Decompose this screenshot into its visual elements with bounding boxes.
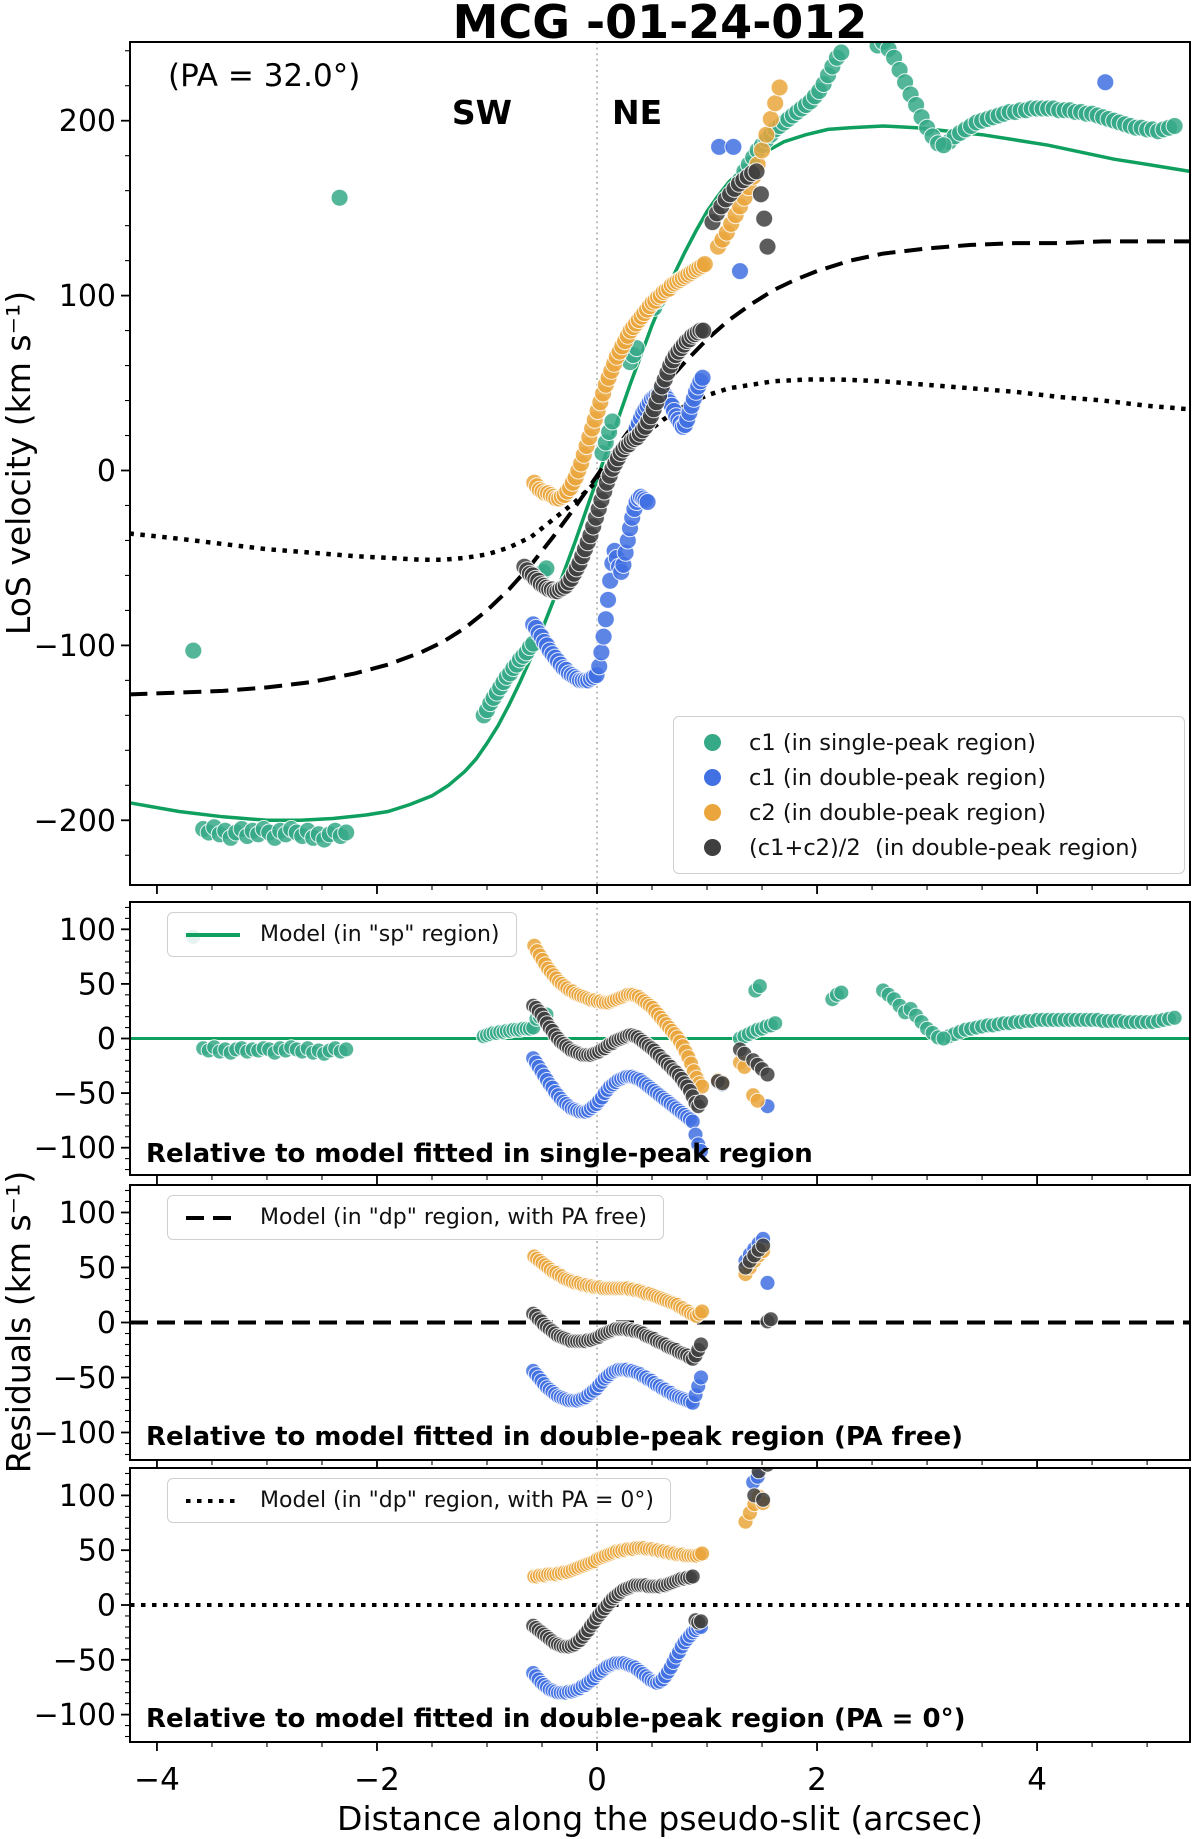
y-tick-label: 100 — [59, 1196, 116, 1231]
y-tick-label: 100 — [59, 913, 116, 948]
y-tick-label: 0 — [97, 1306, 116, 1341]
y-tick-label: 50 — [78, 1534, 116, 1569]
y-tick-label: −50 — [53, 1077, 116, 1112]
residual-sp-panel — [130, 902, 1190, 1175]
figure-title: MCG -01-24-012 — [453, 0, 868, 49]
y-tick-label: −100 — [34, 1698, 116, 1733]
series-c1-dp-res — [525, 1050, 776, 1159]
series-c1-dp-res3 — [525, 1468, 766, 1701]
ne-direction-label: NE — [612, 93, 662, 132]
series-c1-sp-res — [185, 928, 1183, 1062]
y-axis-label-residuals: Residuals (km s⁻¹) — [0, 1171, 38, 1473]
y-tick-label: −100 — [34, 629, 116, 664]
series-avg-dp-res — [525, 997, 776, 1115]
residual-dp-pafree-panel — [130, 1185, 1190, 1460]
y-axis-label-main: LoS velocity (km s⁻¹) — [0, 291, 38, 635]
series-c2-dp-res3 — [526, 1488, 772, 1585]
y-tick-label: 0 — [97, 1589, 116, 1624]
x-tick-label: −4 — [134, 1762, 180, 1798]
plot-root: −200−1000100200−100−50050100−100−5005010… — [34, 41, 1191, 1798]
series-avg-dp-res2 — [525, 1237, 779, 1367]
y-tick-label: 50 — [78, 1251, 116, 1286]
y-tick-label: −50 — [53, 1361, 116, 1396]
series-c1-dp-res2 — [525, 1230, 776, 1411]
panel-ticks: −100 −50 0 50 100 — [34, 1189, 1148, 1469]
y-tick-label: 100 — [59, 1479, 116, 1514]
panel-ticks: −100 −50 0 50 100 — [34, 906, 1148, 1184]
y-tick-label: 0 — [97, 454, 116, 489]
y-tick-label: 100 — [59, 279, 116, 314]
y-tick-label: 200 — [59, 104, 116, 139]
y-tick-label: 50 — [78, 967, 116, 1002]
series-c2-dp — [525, 78, 789, 508]
series-c2-dp-res — [526, 937, 766, 1109]
y-tick-label: −200 — [34, 804, 116, 839]
sw-direction-label: SW — [452, 93, 512, 132]
y-tick-label: −100 — [34, 1131, 116, 1166]
residual-dp-pa0-panel — [130, 1468, 1190, 1742]
y-tick-label: −50 — [53, 1643, 116, 1678]
los-velocity-panel — [130, 42, 1190, 885]
series-avg-dp-res3 — [525, 1468, 775, 1655]
x-tick-label: 2 — [807, 1762, 827, 1798]
y-tick-label: 0 — [97, 1022, 116, 1057]
series-avg-dp — [515, 162, 777, 601]
model-sp — [130, 124, 1190, 823]
pa-annotation: (PA = 32.0°) — [168, 58, 360, 94]
panel-frame — [129, 41, 1191, 886]
x-tick-label: 0 — [587, 1762, 607, 1798]
x-tick-label: −2 — [354, 1762, 400, 1798]
panel-ticks: −200 −100 0 100 200 — [34, 50, 1148, 894]
y-tick-label: −100 — [34, 1416, 116, 1451]
x-tick-label: 4 — [1027, 1762, 1047, 1798]
x-axis-label: Distance along the pseudo-slit (arcsec) — [337, 1799, 983, 1838]
panel-ticks: −100 −50 0 50 100 −4 −2 0 2 4 — [34, 1472, 1148, 1798]
